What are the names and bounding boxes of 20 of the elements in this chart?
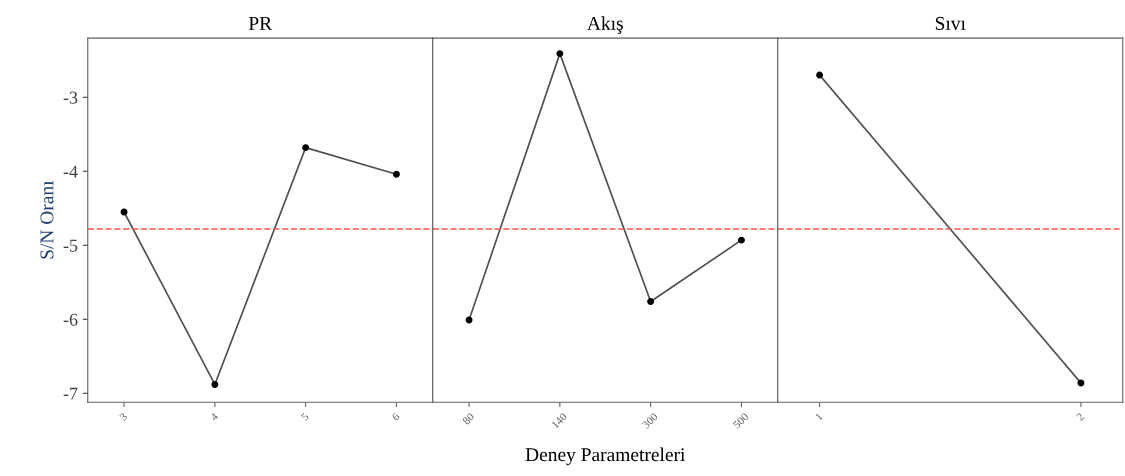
y-axis-title: S/N Oranı: [40, 180, 54, 259]
y-tick-label: -6: [63, 313, 78, 326]
y-tick-label: -5: [63, 239, 78, 252]
x-tick-label: 6: [391, 412, 401, 422]
x-tick-label: 500: [732, 412, 749, 429]
y-tick-label: -4: [63, 165, 78, 178]
chart-title: PR: [248, 17, 273, 30]
x-axis-title: Deney Parametreleri: [525, 447, 686, 466]
x-tick-label: 2: [1076, 412, 1085, 421]
x-tick-label: 1: [815, 412, 823, 421]
x-tick-label: 4: [209, 412, 219, 422]
y-tick-label: -7: [63, 387, 78, 400]
chart-title: Akış: [587, 16, 623, 34]
x-tick-label: 140: [551, 412, 568, 429]
chart-title: Sıvı: [935, 16, 966, 30]
x-tick-label: 300: [641, 412, 659, 429]
x-tick-label: 3: [119, 412, 128, 422]
x-tick-label: 5: [300, 412, 310, 421]
x-tick-label: 80: [462, 412, 475, 426]
y-tick-label: -3: [63, 91, 78, 104]
